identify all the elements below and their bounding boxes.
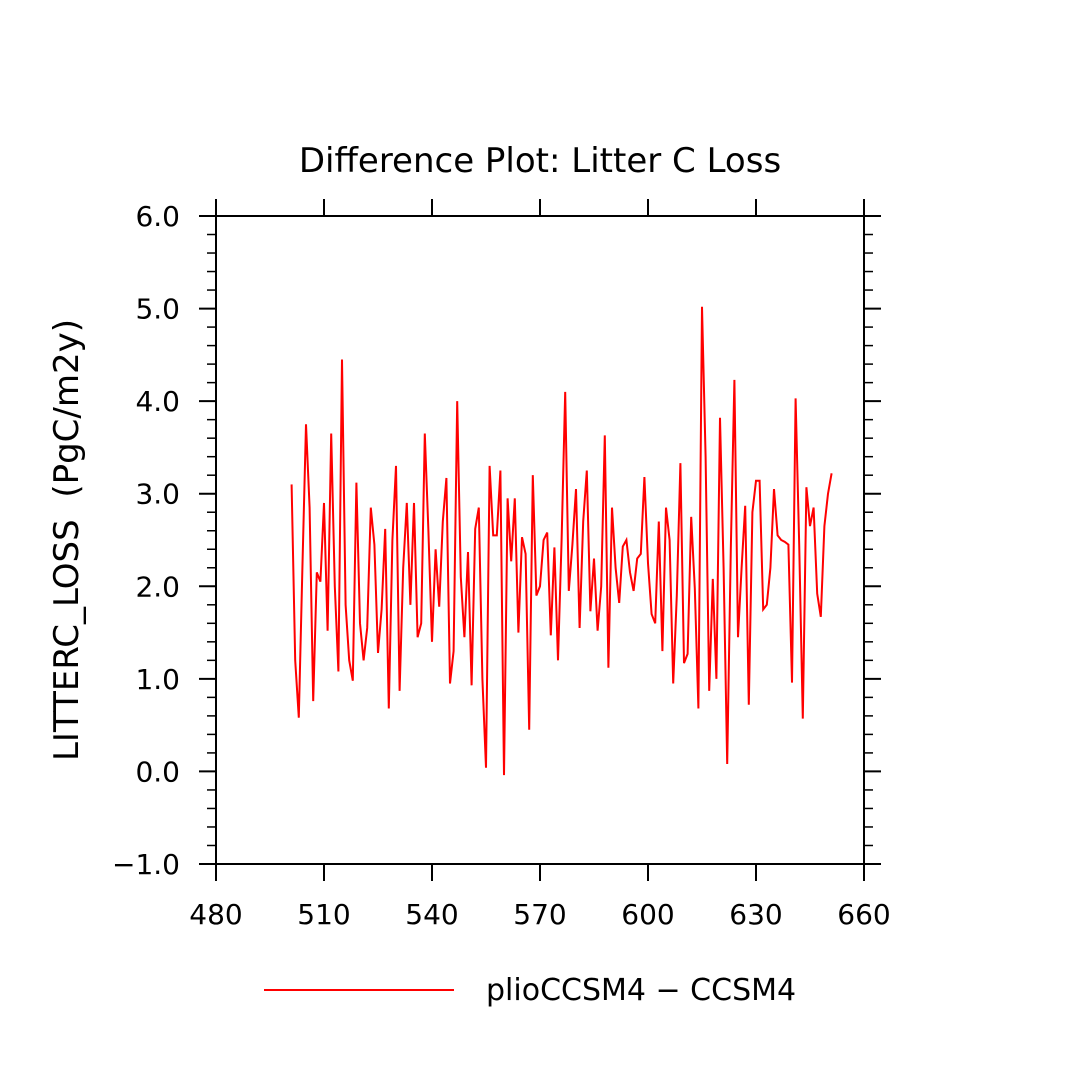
x-tick-label: 510 bbox=[297, 898, 350, 931]
y-tick-label: 5.0 bbox=[135, 293, 180, 326]
legend-label: plioCCSM4 − CCSM4 bbox=[486, 973, 796, 1008]
x-tick-label: 480 bbox=[189, 898, 242, 931]
y-tick-label: −1.0 bbox=[112, 848, 180, 881]
x-tick-label: 570 bbox=[513, 898, 566, 931]
y-axis-label: LITTERC_LOSS (PgC/m2y) bbox=[47, 319, 87, 761]
y-tick-label: 2.0 bbox=[135, 570, 180, 603]
y-tick-label: 0.0 bbox=[135, 755, 180, 788]
x-tick-label: 540 bbox=[405, 898, 458, 931]
y-tick-label: 6.0 bbox=[135, 200, 180, 233]
x-tick-label: 600 bbox=[621, 898, 674, 931]
x-tick-label: 660 bbox=[837, 898, 890, 931]
x-tick-label: 630 bbox=[729, 898, 782, 931]
series-line bbox=[290, 306, 833, 776]
chart-title: Difference Plot: Litter C Loss bbox=[299, 141, 781, 181]
y-tick-label: 3.0 bbox=[135, 478, 180, 511]
plot-frame bbox=[215, 215, 865, 865]
y-tick-label: 4.0 bbox=[135, 385, 180, 418]
legend: plioCCSM4 − CCSM4 bbox=[264, 973, 796, 1008]
y-tick-label: 1.0 bbox=[135, 663, 180, 696]
